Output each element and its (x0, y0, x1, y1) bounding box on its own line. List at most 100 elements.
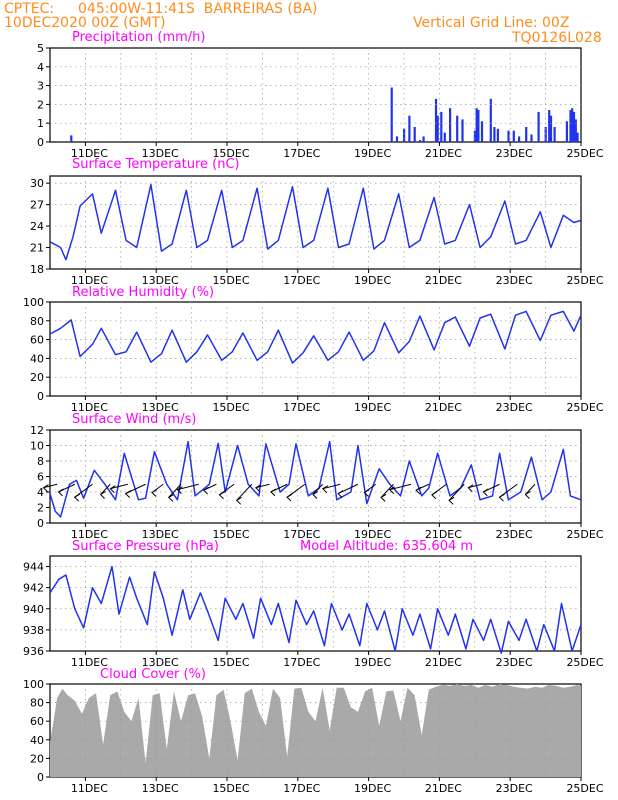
cloud-xtick-label: 15DEC (212, 782, 249, 795)
precip-bar (395, 136, 399, 142)
pressure-xtick-label: 21DEC (425, 656, 462, 669)
pressure-title: Surface Pressure (hPa) (72, 539, 219, 554)
humidity-xtick-label: 13DEC (142, 401, 179, 414)
precip-bar (408, 115, 411, 142)
wind-ytick-label: 0 (37, 517, 44, 530)
temperature-xtick-label: 17DEC (283, 274, 320, 287)
wind-xtick-label: 19DEC (354, 528, 391, 541)
precip-bar (436, 115, 439, 142)
precip-bar (461, 119, 464, 142)
cloud-xtick-label: 11DEC (71, 782, 108, 795)
wind-vector-head (124, 490, 131, 498)
precip-bar (473, 130, 476, 142)
temperature-series-line (49, 183, 582, 261)
pressure-xtick-label: 17DEC (283, 656, 320, 669)
precip-xtick-label: 19DEC (354, 147, 391, 160)
header-model: TQ0126L028 (512, 30, 602, 46)
humidity-xtick-label: 21DEC (425, 401, 462, 414)
precip-bar (576, 132, 579, 142)
precip-bar (440, 111, 443, 142)
precip-bar (518, 136, 521, 142)
cloud-ytick-label: 20 (30, 752, 44, 765)
wind-vector-head (57, 488, 64, 497)
temperature-xtick-label: 25DEC (566, 274, 603, 287)
wind-vector-head (498, 493, 505, 502)
pressure-series-line (49, 565, 582, 654)
wind-vector-head (467, 484, 474, 493)
wind-xtick-label: 15DEC (212, 528, 249, 541)
precip-bar (512, 130, 515, 142)
temperature-ytick-label: 21 (30, 242, 44, 255)
pressure-ytick-label: 938 (23, 624, 44, 637)
wind-ytick-label: 4 (37, 486, 44, 499)
humidity-xtick-label: 25DEC (566, 401, 603, 414)
precip-xtick-label: 23DEC (496, 147, 533, 160)
precip-bar (434, 98, 438, 142)
wind-vector-head (363, 489, 370, 497)
cloud-xtick-label: 25DEC (566, 782, 603, 795)
temperature-xtick-label: 21DEC (425, 274, 462, 287)
wind-vector-head (73, 493, 80, 502)
precip-xtick-label: 15DEC (212, 147, 249, 160)
precip-bar (480, 121, 484, 142)
humidity-xtick-label: 17DEC (283, 401, 320, 414)
precip-ytick-label: 3 (37, 80, 44, 93)
cloud-xtick-label: 17DEC (283, 782, 320, 795)
cloud-area (50, 684, 581, 777)
precip-ytick-label: 1 (37, 117, 44, 130)
wind-xtick-label: 25DEC (566, 528, 603, 541)
wind-vector-head (109, 485, 116, 494)
header-location: 045:00W-11:41S BARREIRAS (BA) (78, 1, 318, 17)
wind-vector (255, 483, 270, 489)
cloud-ytick-label: 80 (30, 697, 44, 710)
wind-ytick-label: 6 (37, 471, 44, 484)
precip-xtick-label: 13DEC (142, 147, 179, 160)
precip-frame (49, 47, 582, 143)
pressure-ytick-label: 940 (23, 603, 44, 616)
precip-xtick-label: 11DEC (71, 147, 108, 160)
temperature-xtick-label: 15DEC (212, 274, 249, 287)
wind-vector-head (235, 496, 242, 505)
precip-xtick-label: 21DEC (425, 147, 462, 160)
wind-vector-head (337, 490, 344, 498)
cloud-ytick-label: 40 (30, 734, 44, 747)
precip-bar (403, 128, 406, 142)
wind-series-line (49, 440, 582, 518)
temperature-xtick-label: 23DEC (496, 274, 533, 287)
precip-bar (493, 127, 496, 142)
precip-ytick-label: 2 (37, 98, 44, 111)
precip-bar (537, 111, 540, 142)
wind-vector-head (99, 491, 106, 499)
header-init-time: 10DEC2020 00Z (GMT) (4, 15, 166, 31)
pressure-xtick-label: 15DEC (212, 656, 249, 669)
precip-bar (70, 135, 73, 142)
precip-xtick-label: 17DEC (283, 147, 320, 160)
header-grid-note: Vertical Grid Line: 00Z (413, 15, 570, 31)
humidity-series-line (49, 310, 582, 364)
wind-vector-head (151, 489, 158, 497)
cloud-ytick-label: 100 (23, 678, 44, 691)
temperature-ytick-label: 18 (30, 263, 44, 276)
wind-vector (448, 483, 465, 501)
precip-bar (571, 108, 574, 142)
humidity-ytick-label: 60 (30, 334, 44, 347)
precip-bar (530, 134, 533, 142)
wind-vector (389, 483, 412, 491)
precip-bar (489, 98, 492, 142)
wind-ytick-label: 8 (37, 455, 44, 468)
humidity-frame (49, 301, 582, 397)
cloud-ytick-label: 60 (30, 715, 44, 728)
wind-vector (236, 483, 253, 501)
precip-bar (572, 111, 576, 142)
pressure-frame (49, 555, 582, 652)
pressure-xtick-label: 19DEC (354, 656, 391, 669)
wind-vector-head (286, 493, 293, 502)
wind-vector (168, 483, 182, 498)
precip-ytick-label: 5 (37, 42, 44, 55)
precip-bar (456, 115, 459, 142)
precip-ytick-label: 0 (37, 136, 44, 149)
header-source: CPTEC: (4, 1, 55, 17)
wind-vector-head (524, 491, 531, 499)
precip-bar (443, 132, 446, 142)
wind-vector-head (270, 488, 277, 497)
